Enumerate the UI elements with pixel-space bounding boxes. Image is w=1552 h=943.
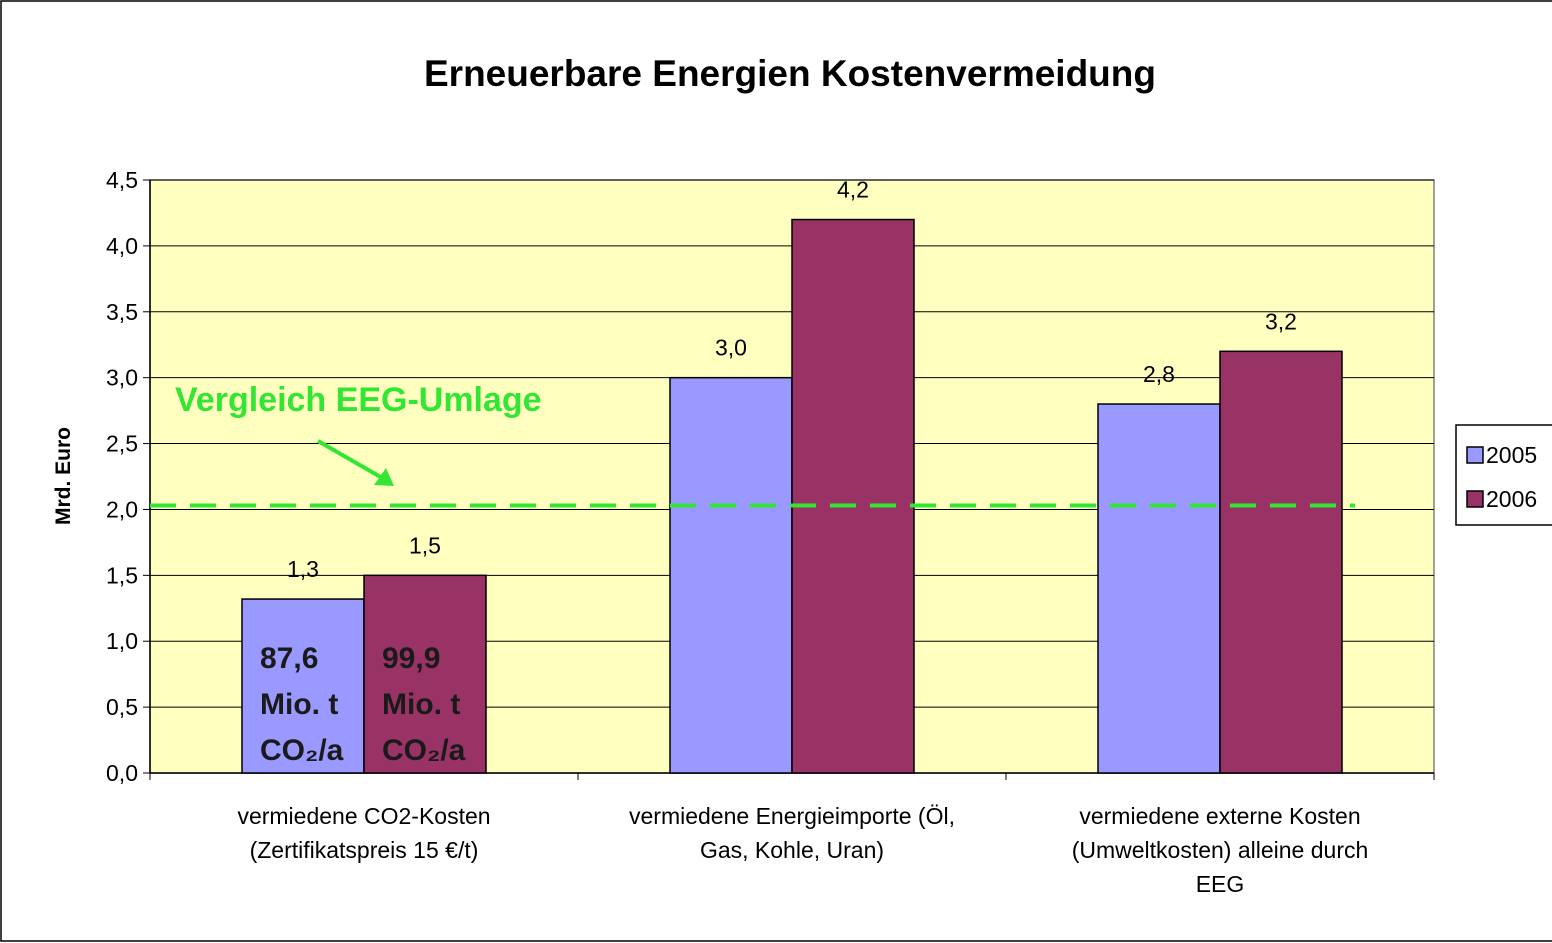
data-label: 2,8	[1143, 361, 1175, 387]
x-tick-label: vermiedene Energieimporte (Öl, Gas, Kohl…	[629, 803, 955, 863]
data-label: 1,3	[287, 556, 319, 582]
y-tick-label: 3,0	[106, 365, 138, 391]
legend-box	[1455, 424, 1552, 526]
bar	[241, 598, 365, 774]
y-tick-label: 0,5	[106, 694, 138, 720]
bar	[791, 218, 915, 774]
bar-annotation: CO₂/a	[382, 734, 466, 767]
legend-label: 2006	[1486, 486, 1537, 512]
annotation-arrow	[317, 439, 385, 481]
bar	[1097, 403, 1221, 774]
data-label: 1,5	[409, 532, 441, 558]
bar-annotation: Mio. t	[382, 688, 460, 721]
bar	[669, 376, 793, 774]
legend: 2005 2006	[1455, 424, 1552, 526]
x-tick-label: vermiedene externe Kosten (Umweltkosten)…	[1071, 803, 1369, 897]
y-tick-label: 4,5	[106, 167, 138, 193]
arrow-head	[374, 468, 394, 486]
bar-annotation: 87,6	[260, 642, 318, 675]
bar-annotation: CO₂/a	[260, 734, 344, 767]
y-tick-label: 1,0	[106, 628, 138, 654]
legend-swatch	[1466, 490, 1484, 508]
bar	[363, 574, 487, 774]
legend-swatch	[1466, 446, 1484, 464]
y-tick-label: 2,5	[106, 431, 138, 457]
legend-label: 2005	[1486, 442, 1537, 468]
chart-title: Erneuerbare Energien Kostenvermeidung	[424, 53, 1156, 94]
bar	[1219, 350, 1343, 774]
data-label: 4,2	[837, 177, 869, 203]
bar-annotation: Mio. t	[260, 688, 338, 721]
reference-label: Vergleich EEG-Umlage	[175, 381, 542, 419]
y-tick-label: 2,0	[106, 496, 138, 522]
y-tick-label: 4,0	[106, 233, 138, 259]
bar-annotation: 99,9	[382, 642, 440, 675]
data-label: 3,2	[1265, 308, 1297, 334]
x-tick-label: vermiedene CO2-Kosten (Zertifikatspreis …	[237, 803, 491, 863]
y-tick-label: 0,0	[106, 760, 138, 786]
y-tick-label: 3,5	[106, 299, 138, 325]
data-label: 3,0	[715, 335, 747, 361]
y-tick-label: 1,5	[106, 562, 138, 588]
y-axis-label: Mrd. Euro	[52, 427, 75, 525]
